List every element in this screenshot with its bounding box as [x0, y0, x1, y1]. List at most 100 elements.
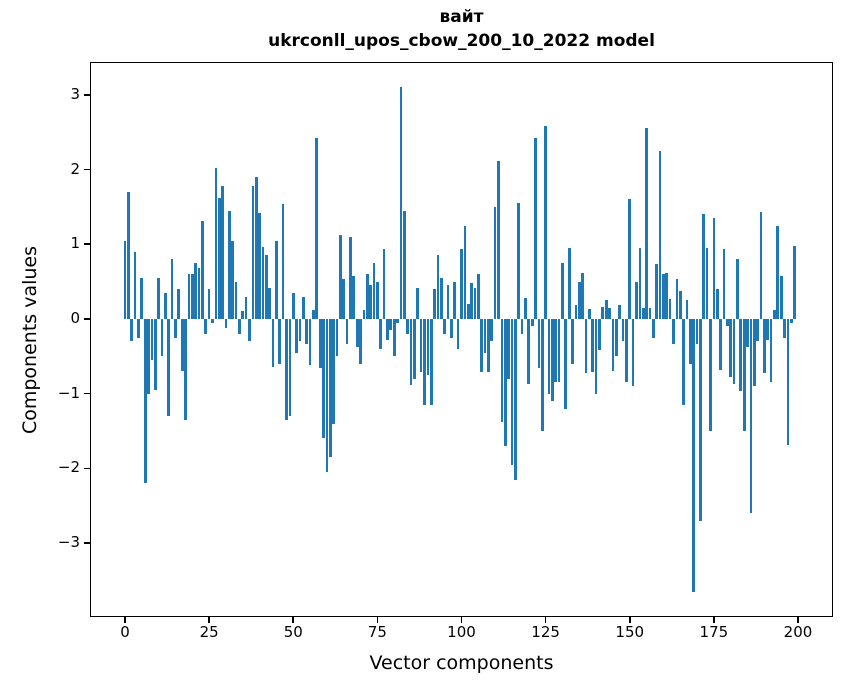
bar: [537, 318, 541, 369]
bar: [160, 318, 164, 357]
bar: [722, 249, 726, 319]
bar: [554, 318, 558, 383]
bar: [167, 318, 171, 417]
bar: [157, 277, 160, 319]
y-tick-label: −3: [57, 533, 80, 552]
bar: [621, 318, 625, 342]
bar: [551, 318, 554, 402]
bar: [699, 318, 702, 521]
bar: [376, 281, 379, 319]
bar: [453, 281, 457, 319]
bar: [271, 318, 275, 367]
bar: [439, 277, 443, 319]
bar: [268, 288, 272, 319]
bar: [197, 268, 201, 319]
x-tick: [713, 617, 715, 623]
bar: [564, 318, 568, 409]
bar: [231, 240, 235, 319]
bar: [251, 186, 255, 319]
bar: [137, 318, 140, 338]
bar: [497, 161, 500, 319]
bar: [490, 318, 494, 342]
bar: [520, 318, 524, 334]
bar: [668, 298, 672, 319]
bar: [759, 212, 763, 319]
bar: [379, 318, 383, 349]
y-tick-label: −2: [57, 458, 80, 477]
bar: [133, 251, 137, 319]
bar: [739, 318, 743, 391]
bar: [487, 318, 490, 372]
x-tick-label: 175: [699, 623, 729, 641]
bar: [665, 272, 669, 319]
bar: [793, 245, 796, 319]
bar: [426, 318, 430, 375]
y-tick-label: 3: [70, 84, 80, 103]
bar: [322, 318, 325, 439]
x-tick-label: 100: [447, 623, 476, 641]
bar: [742, 318, 746, 431]
bar: [177, 289, 181, 319]
bar: [423, 318, 426, 405]
y-tick-label: 2: [70, 159, 80, 178]
bar: [675, 279, 679, 319]
x-tick: [208, 617, 210, 623]
bar: [682, 318, 685, 405]
bar: [507, 318, 510, 379]
bar: [746, 318, 749, 347]
bar: [500, 318, 504, 423]
bar: [712, 218, 716, 319]
bar: [561, 262, 564, 319]
bar: [436, 255, 440, 319]
bar: [527, 318, 531, 384]
x-tick-label: 50: [283, 623, 303, 641]
bar: [305, 318, 309, 344]
x-tick: [124, 617, 126, 623]
bar: [217, 197, 221, 319]
y-tick: [84, 168, 90, 171]
bar: [466, 304, 470, 319]
bar: [291, 292, 295, 319]
bar: [476, 274, 480, 319]
bar: [275, 241, 278, 319]
bar: [295, 318, 298, 353]
bar: [450, 318, 453, 338]
bar: [709, 318, 712, 431]
bar: [766, 318, 770, 340]
bar: [224, 318, 228, 328]
bar: [419, 318, 423, 372]
bar: [557, 318, 561, 382]
bar: [285, 318, 288, 420]
bar: [318, 318, 322, 369]
chart-title-line2: ukrconll_upos_cbow_200_10_2022 model: [268, 31, 655, 51]
bar: [460, 249, 463, 319]
y-tick: [84, 392, 90, 395]
bar: [443, 318, 447, 334]
bar: [618, 304, 621, 319]
bar: [688, 318, 692, 364]
y-axis-label: Components values: [19, 245, 41, 435]
bar: [342, 279, 346, 319]
x-tick-label: 75: [367, 623, 387, 641]
bar: [645, 128, 648, 319]
bar: [382, 249, 386, 319]
bar: [349, 236, 352, 319]
x-tick: [376, 617, 379, 623]
bar: [187, 274, 191, 319]
chart-title: вайт ukrconll_upos_cbow_200_10_2022 mode…: [90, 5, 833, 53]
bar: [207, 289, 211, 319]
bar: [244, 296, 248, 319]
bar: [127, 191, 130, 319]
bar: [789, 318, 793, 323]
bar: [763, 318, 766, 374]
bar: [540, 318, 544, 431]
bar: [517, 203, 521, 319]
bar: [598, 318, 601, 351]
bar: [783, 318, 786, 339]
bar: [359, 318, 362, 364]
bar: [302, 296, 305, 319]
bar: [352, 276, 356, 319]
bar: [261, 246, 265, 319]
bar: [648, 307, 652, 319]
bar: [190, 274, 194, 319]
